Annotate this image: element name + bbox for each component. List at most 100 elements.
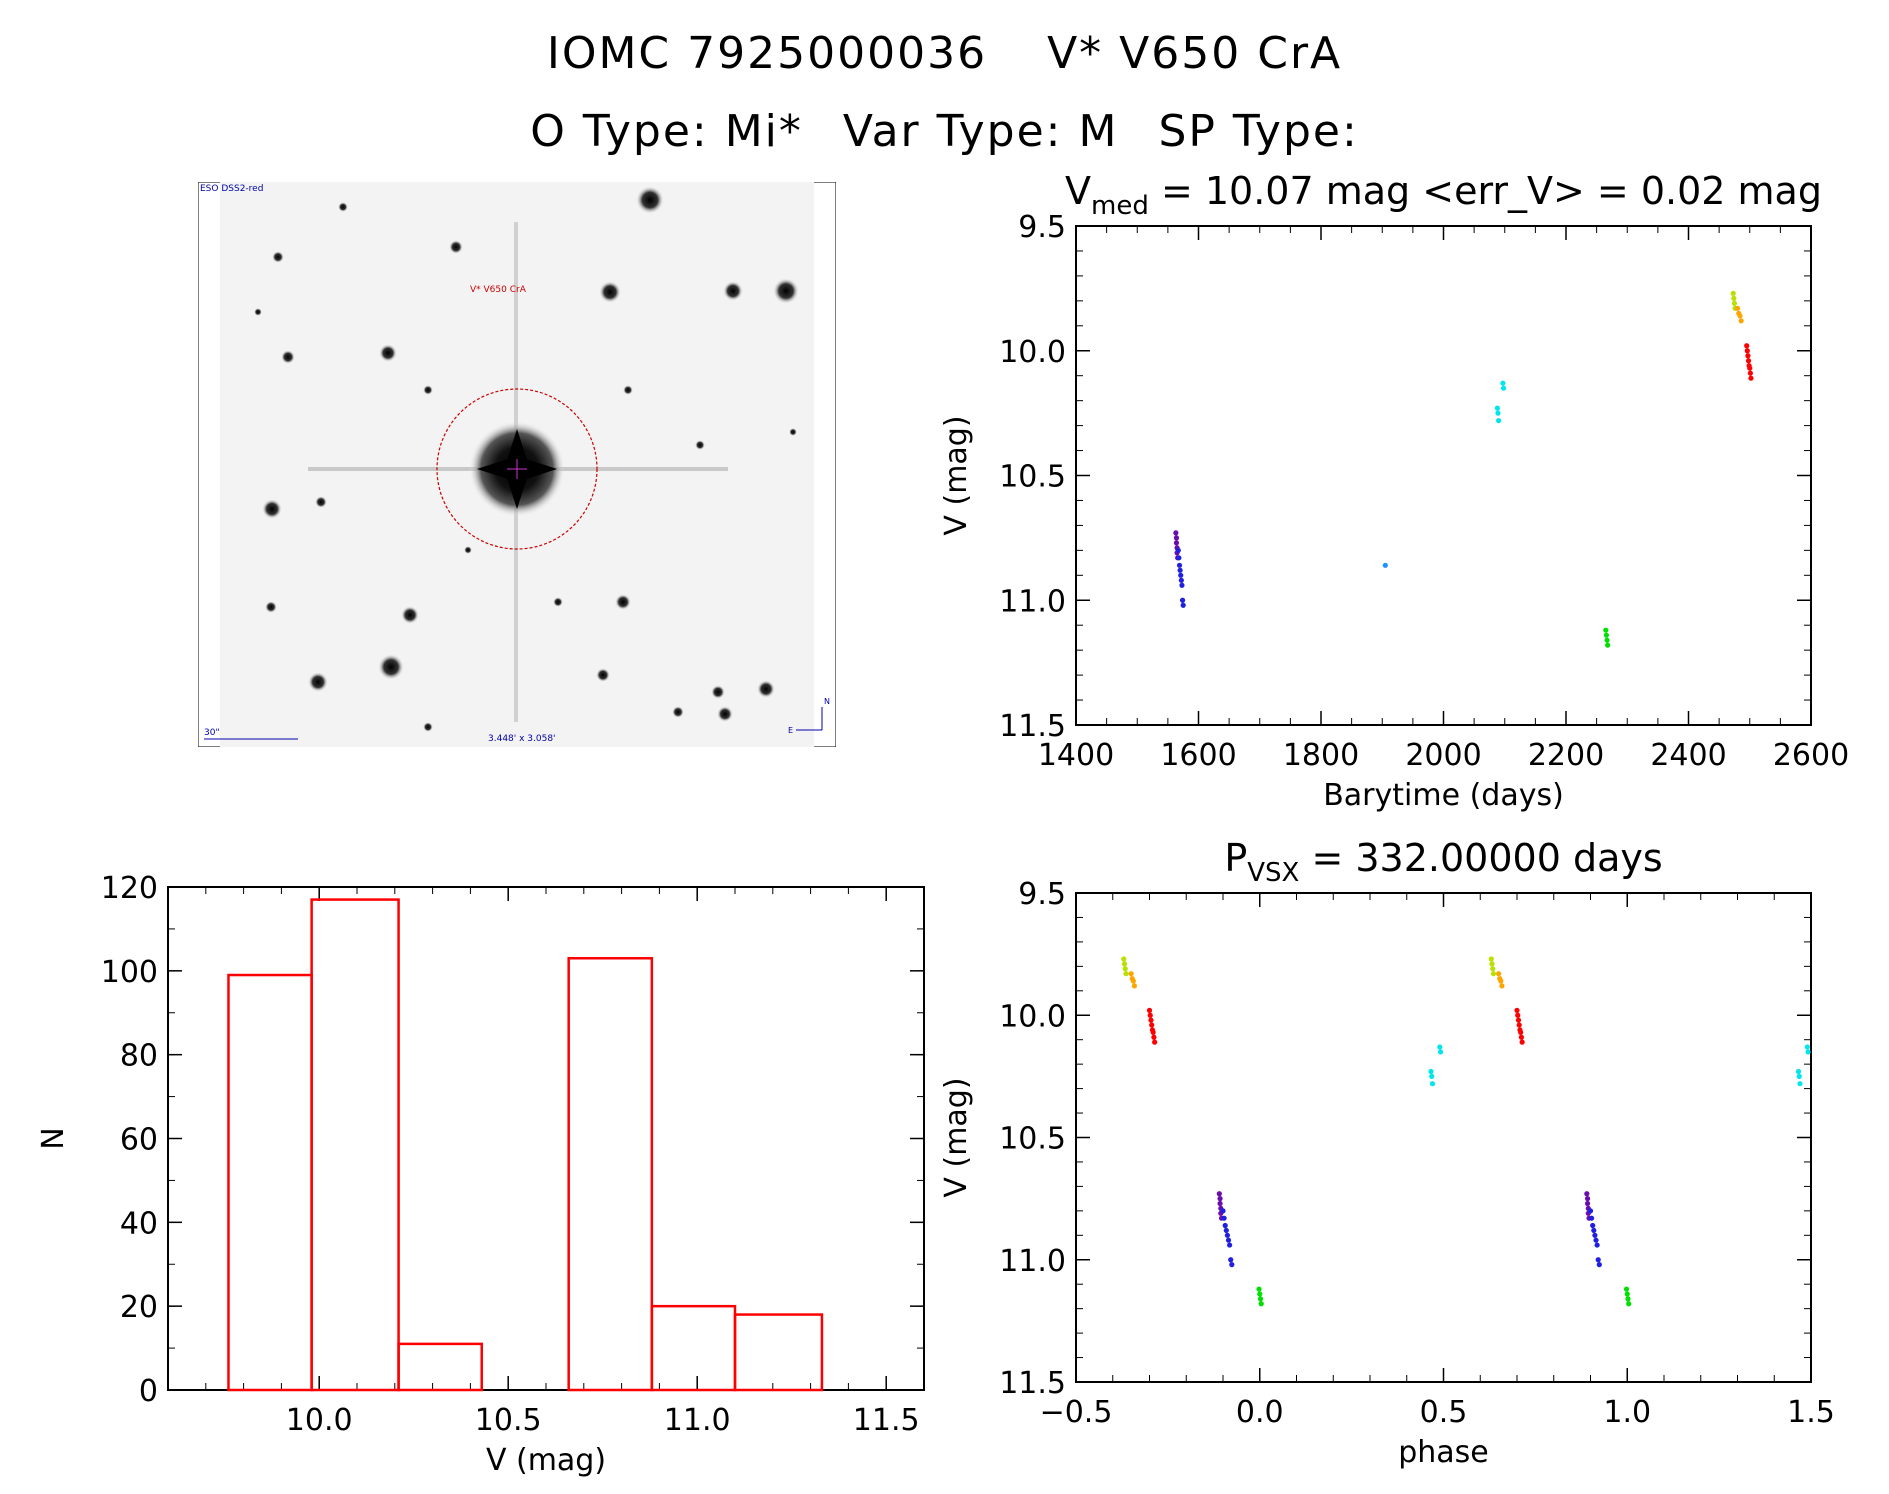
data-point bbox=[1178, 572, 1184, 578]
data-point bbox=[1228, 1257, 1234, 1263]
data-point bbox=[1148, 1017, 1154, 1023]
x-tick-label: −0.5 bbox=[1040, 1395, 1113, 1430]
field-star bbox=[695, 440, 705, 450]
chart-title-main: P bbox=[1224, 836, 1247, 880]
y-axis-label: N bbox=[36, 1127, 71, 1149]
field-star bbox=[672, 706, 684, 718]
data-point bbox=[1225, 1237, 1232, 1243]
field-star bbox=[599, 281, 621, 303]
field-stars bbox=[254, 186, 799, 732]
data-point bbox=[1589, 1215, 1595, 1221]
chart-title-rest: = 10.07 mag <err_V> = 0.02 mag bbox=[1149, 169, 1822, 213]
fov-label: 3.448' x 3.058' bbox=[488, 734, 556, 744]
field-star bbox=[623, 385, 633, 395]
y-tick-label: 60 bbox=[120, 1123, 158, 1158]
data-point bbox=[1747, 365, 1753, 371]
data-point bbox=[1595, 1257, 1601, 1263]
data-point bbox=[1605, 642, 1611, 648]
chart-title-subscript: VSX bbox=[1247, 858, 1299, 888]
data-point bbox=[1744, 348, 1750, 354]
data-point bbox=[1130, 978, 1136, 984]
data-point bbox=[1180, 602, 1186, 608]
x-tick-label: 1.5 bbox=[1787, 1395, 1835, 1430]
field-star bbox=[615, 594, 631, 610]
data-point bbox=[1518, 1029, 1524, 1035]
phase_curve-chart: −0.5 0.0 0.5 1.0 1.5 9.5 10.0 10.5 11.0 11.5 phase… bbox=[939, 836, 1835, 1470]
data-point bbox=[1805, 1049, 1811, 1055]
data-point bbox=[1123, 971, 1129, 977]
data-point bbox=[1490, 971, 1497, 977]
data-point bbox=[1121, 956, 1127, 962]
data-point bbox=[1514, 1007, 1520, 1013]
var-type: Var Type: M bbox=[842, 106, 1119, 157]
data-point bbox=[1496, 971, 1502, 977]
data-point bbox=[1147, 1012, 1153, 1018]
field-star bbox=[315, 496, 327, 508]
data-point bbox=[1731, 300, 1738, 306]
data-point bbox=[1221, 1215, 1227, 1221]
data-point bbox=[1737, 313, 1743, 319]
title-line-2: O Type: Mi* Var Type: M SP Type: bbox=[0, 106, 1889, 157]
data-point bbox=[1593, 1237, 1599, 1243]
light_curve-chart: 1400 1600 1800 2000 2200 2400 2600 9.5 10.0 10.5 1… bbox=[939, 169, 1849, 813]
field-star bbox=[272, 251, 284, 263]
data-point bbox=[1149, 1022, 1155, 1028]
data-point bbox=[1748, 375, 1754, 381]
field-star bbox=[262, 499, 282, 519]
data-point bbox=[1500, 380, 1506, 386]
field-star bbox=[596, 668, 610, 682]
sp-type: SP Type: bbox=[1158, 106, 1359, 157]
y-tick-label: 9.5 bbox=[1018, 210, 1066, 245]
chart-title: PVSX = 332.00000 days bbox=[1224, 836, 1662, 888]
target-label: V* V650 CrA bbox=[470, 285, 527, 295]
data-point bbox=[1257, 1296, 1264, 1302]
data-point bbox=[1591, 1227, 1597, 1234]
x-tick-label: 1800 bbox=[1283, 738, 1359, 773]
scale-label: 30" bbox=[204, 728, 220, 738]
data-point bbox=[1626, 1301, 1632, 1307]
plot-frame bbox=[1075, 225, 1812, 726]
data-point bbox=[1131, 983, 1138, 989]
field-star bbox=[717, 706, 733, 722]
data-point bbox=[1603, 632, 1610, 638]
data-point bbox=[1730, 290, 1736, 296]
data-point bbox=[1584, 1200, 1591, 1207]
data-point bbox=[1175, 547, 1181, 553]
data-point bbox=[1429, 1073, 1435, 1079]
data-point bbox=[1220, 1208, 1226, 1214]
data-point bbox=[1223, 1227, 1229, 1234]
field-star bbox=[636, 186, 664, 214]
data-point bbox=[1734, 305, 1741, 311]
survey-label: ESO DSS2-red bbox=[200, 184, 263, 194]
data-point bbox=[1795, 1068, 1802, 1075]
title-line-1: IOMC 7925000036 V* V650 CrA bbox=[0, 28, 1889, 79]
data-point bbox=[1227, 1242, 1233, 1248]
data-point bbox=[1177, 567, 1183, 573]
field-star bbox=[449, 240, 463, 254]
data-point bbox=[1623, 1286, 1630, 1292]
data-point bbox=[1217, 1200, 1223, 1207]
field-star bbox=[711, 685, 725, 699]
field-star bbox=[423, 722, 433, 732]
data-point bbox=[1122, 966, 1128, 972]
finder-chart-image: ESO DSS2-red V* V650 CrA 30" 3.448' x 3.… bbox=[198, 182, 836, 747]
chart-title-main: V bbox=[1065, 169, 1091, 213]
field-star bbox=[757, 680, 775, 698]
x-axis-label: V (mag) bbox=[486, 1443, 606, 1478]
chart-title-subscript: med bbox=[1091, 191, 1149, 221]
data-point bbox=[1804, 1044, 1810, 1050]
x-tick-label: 0.0 bbox=[1236, 1395, 1284, 1430]
field-star bbox=[265, 601, 277, 613]
y-tick-label: 10.0 bbox=[999, 999, 1066, 1034]
histogram-chart: 10.0 10.5 11.0 11.5 0 20 40 60 80 100 120 V (mag) N bbox=[36, 871, 925, 1478]
y-tick-label: 11.5 bbox=[999, 709, 1066, 744]
x-axis-label: phase bbox=[1398, 1435, 1489, 1470]
field-star bbox=[254, 308, 262, 316]
compass-north-label: N bbox=[824, 697, 830, 706]
y-tick-label: 40 bbox=[120, 1206, 158, 1241]
data-point bbox=[1152, 1039, 1158, 1045]
y-tick-label: 80 bbox=[120, 1039, 158, 1074]
data-point bbox=[1515, 1017, 1522, 1023]
x-tick-label: 1.0 bbox=[1603, 1395, 1651, 1430]
